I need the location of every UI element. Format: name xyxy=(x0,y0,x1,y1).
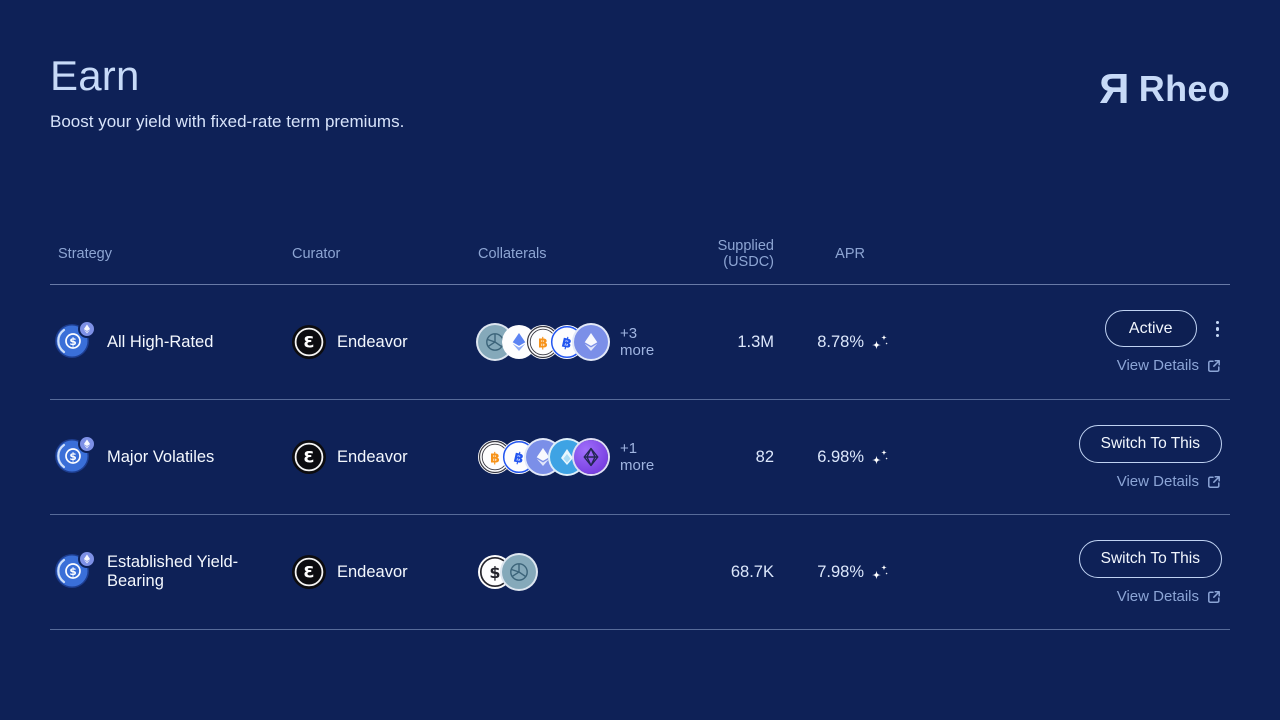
eth-badge-icon xyxy=(78,320,96,339)
teal-geometric-coin-icon xyxy=(502,555,536,590)
external-link-icon xyxy=(1208,475,1220,488)
endeavor-icon: Ɛ xyxy=(292,440,326,475)
brand-name: Rheo xyxy=(1138,68,1230,109)
external-link-icon xyxy=(1208,359,1220,372)
svg-text:$: $ xyxy=(69,336,76,348)
svg-text:฿: ฿ xyxy=(538,336,548,352)
strategies-table: Strategy Curator Collaterals Supplied (U… xyxy=(50,238,1230,631)
strategy-name: All High-Rated xyxy=(107,332,214,351)
svg-text:Ɛ: Ɛ xyxy=(303,333,314,352)
svg-text:฿: ฿ xyxy=(560,335,573,353)
table-header-row: Strategy Curator Collaterals Supplied (U… xyxy=(50,238,1230,286)
page-title: Earn xyxy=(50,52,140,99)
purple-gem-coin-icon xyxy=(574,440,608,475)
table-row: $ Major Volatiles Ɛ Endeavor xyxy=(50,400,1230,516)
table-row: $ All High-Rated Ɛ Endeavor xyxy=(50,285,1230,401)
endeavor-icon: Ɛ xyxy=(292,555,326,590)
usdc-coin-with-eth-badge-icon: $ xyxy=(54,435,96,476)
rheo-logo-icon: R xyxy=(1099,65,1130,112)
page-subtitle: Boost your yield with fixed-rate term pr… xyxy=(50,112,405,132)
apr-value: 6.98% xyxy=(817,447,864,466)
header-curator: Curator xyxy=(292,246,341,263)
more-collaterals-label: +3 more xyxy=(620,325,655,360)
strategy-name: Major Volatiles xyxy=(107,447,215,466)
usdc-coin-with-eth-badge-icon: $ xyxy=(54,320,96,361)
header-supplied: Supplied (USDC) xyxy=(717,238,774,271)
view-details-link[interactable]: View Details xyxy=(1117,357,1222,374)
view-details-link[interactable]: View Details xyxy=(1117,588,1222,605)
eth-periwinkle-coin-icon xyxy=(574,325,608,360)
strategy-name: Established Yield-Bearing xyxy=(107,553,239,591)
switch-to-this-button[interactable]: Switch To This xyxy=(1078,424,1222,464)
brand-logo: R Rheo xyxy=(1099,65,1230,112)
header-apr: APR xyxy=(835,246,865,263)
eth-badge-icon xyxy=(78,435,96,454)
apr-value: 8.78% xyxy=(817,332,864,351)
svg-text:Ɛ: Ɛ xyxy=(303,563,314,582)
sparkles-icon xyxy=(872,564,889,580)
svg-text:$: $ xyxy=(489,563,500,582)
switch-to-this-button[interactable]: Switch To This xyxy=(1078,539,1222,579)
header-collaterals: Collaterals xyxy=(478,246,547,263)
kebab-menu-icon[interactable] xyxy=(1213,318,1223,341)
eth-badge-icon xyxy=(78,550,96,569)
curator-name: Endeavor xyxy=(337,447,408,466)
usdc-coin-with-eth-badge-icon: $ xyxy=(54,550,96,591)
curator-name: Endeavor xyxy=(337,562,408,581)
curator-name: Endeavor xyxy=(337,332,408,351)
endeavor-icon: Ɛ xyxy=(292,325,326,360)
svg-text:$: $ xyxy=(69,566,76,578)
header-strategy: Strategy xyxy=(58,246,112,263)
svg-text:฿: ฿ xyxy=(512,450,525,468)
svg-text:$: $ xyxy=(69,451,76,463)
supplied-value: 82 xyxy=(755,447,774,466)
external-link-icon xyxy=(1208,590,1220,603)
svg-text:Ɛ: Ɛ xyxy=(303,448,314,467)
sparkles-icon xyxy=(872,334,889,350)
apr-value: 7.98% xyxy=(817,562,864,581)
table-row: $ Established Yield-Bearing Ɛ Endeav xyxy=(50,515,1230,631)
supplied-value: 68.7K xyxy=(730,562,774,581)
active-badge[interactable]: Active xyxy=(1104,310,1197,348)
svg-text:฿: ฿ xyxy=(490,451,500,467)
sparkles-icon xyxy=(872,449,889,465)
view-details-link[interactable]: View Details xyxy=(1117,473,1222,490)
supplied-value: 1.3M xyxy=(737,332,774,351)
more-collaterals-label: +1 more xyxy=(620,440,655,475)
